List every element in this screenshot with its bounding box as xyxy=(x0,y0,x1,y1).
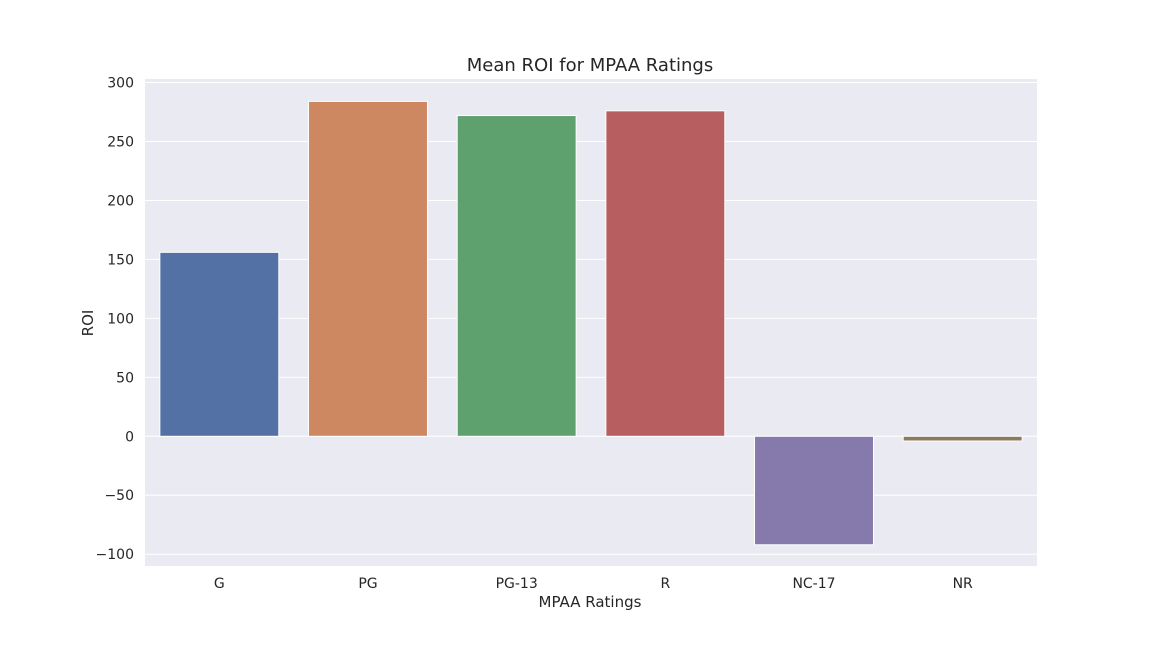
x-tick-label: PG xyxy=(358,576,377,592)
y-tick-label: 150 xyxy=(107,252,134,268)
grid-lines xyxy=(145,82,1037,555)
chart-title: Mean ROI for MPAA Ratings xyxy=(467,55,713,76)
bar-nc-17 xyxy=(754,435,874,546)
x-tick-label: PG-13 xyxy=(496,576,538,592)
y-tick-label: 250 xyxy=(107,134,134,150)
bar-g xyxy=(159,251,280,437)
x-tick-label: NR xyxy=(953,576,973,592)
bar-pg-13 xyxy=(456,115,577,437)
plot-area xyxy=(145,79,1037,566)
x-axis-ticks: G PG PG-13 R NC-17 NR xyxy=(214,576,973,592)
bar-r xyxy=(605,110,726,437)
y-tick-label: 300 xyxy=(107,76,134,92)
y-tick-label: 50 xyxy=(116,370,134,386)
x-tick-label: NC-17 xyxy=(792,576,835,592)
bars xyxy=(159,100,1023,546)
y-tick-label: −50 xyxy=(104,488,134,504)
x-tick-label: G xyxy=(214,576,225,592)
y-axis-ticks: −100 −50 0 50 100 150 200 250 300 xyxy=(96,76,134,564)
y-tick-label: −100 xyxy=(96,547,134,563)
x-tick-label: R xyxy=(660,576,670,592)
y-tick-label: 200 xyxy=(107,193,134,209)
x-axis-label: MPAA Ratings xyxy=(539,593,642,611)
bar-nr xyxy=(902,435,1023,442)
y-axis-label: ROI xyxy=(79,310,97,337)
bar-pg xyxy=(308,100,428,437)
y-tick-label: 100 xyxy=(107,311,134,327)
y-tick-label: 0 xyxy=(125,429,134,445)
